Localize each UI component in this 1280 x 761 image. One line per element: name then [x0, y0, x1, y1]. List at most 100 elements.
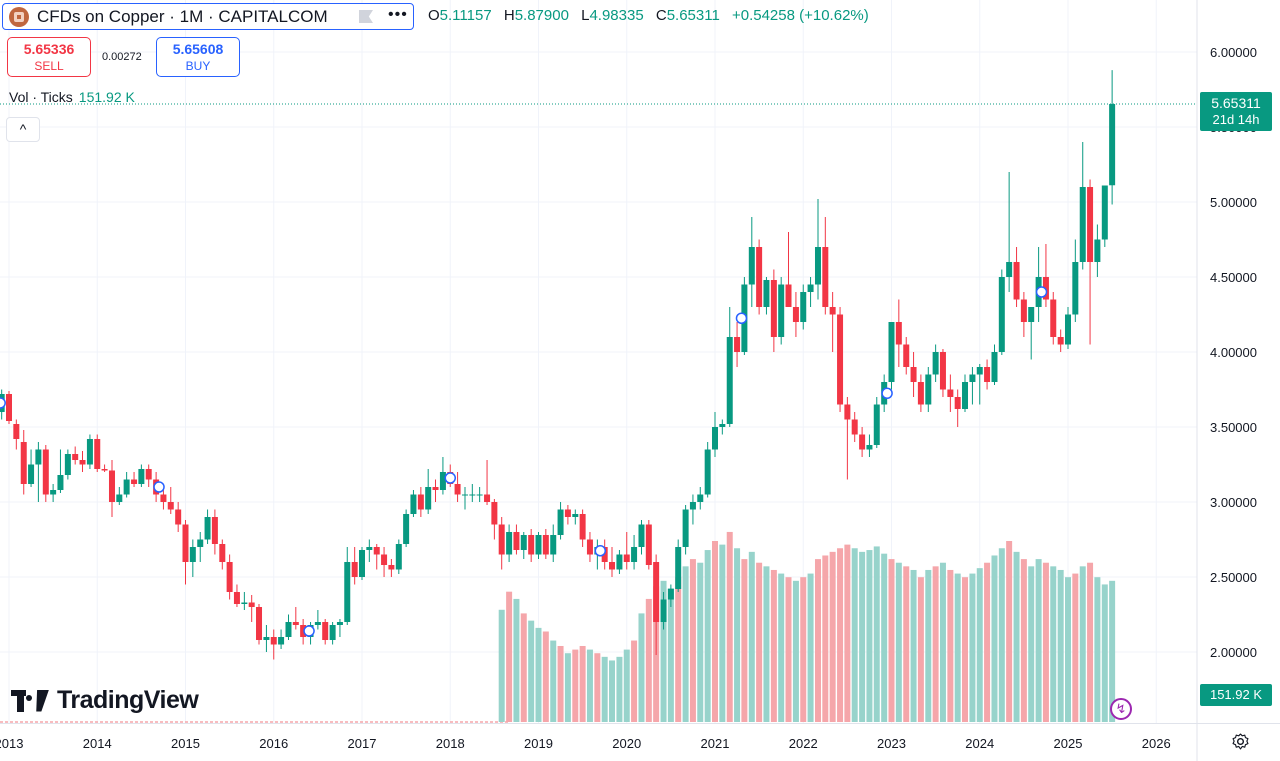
- candle: [432, 479, 439, 502]
- volume-bar: [1028, 566, 1035, 722]
- candle: [998, 269, 1005, 355]
- candle: [138, 464, 145, 487]
- candle: [498, 517, 505, 570]
- candle: [925, 367, 932, 412]
- candle: [550, 524, 557, 562]
- collapse-legend-button[interactable]: ^: [6, 117, 40, 142]
- volume-bar: [741, 559, 748, 722]
- event-marker[interactable]: [881, 387, 893, 399]
- volume-bar: [1094, 577, 1101, 722]
- volume-bar: [660, 580, 667, 722]
- volume-bar: [792, 580, 799, 722]
- buy-button[interactable]: 5.65608 BUY: [156, 37, 240, 77]
- lightning-icon[interactable]: ↯: [1110, 698, 1132, 720]
- volume-bar: [888, 559, 895, 722]
- time-axis[interactable]: 2013 2014 2015 2016 2017 2018 2019 2020 2021 2022…: [0, 723, 1280, 752]
- volume-bar: [697, 562, 704, 722]
- sell-button[interactable]: 5.65336 SELL: [7, 37, 91, 77]
- candle: [903, 337, 910, 375]
- volume-bar: [1101, 584, 1108, 722]
- volume-bar: [991, 555, 998, 722]
- event-marker[interactable]: [303, 625, 315, 637]
- volume-bar: [667, 588, 674, 722]
- volume-bar: [719, 544, 726, 722]
- event-marker[interactable]: [444, 472, 456, 484]
- candle: [984, 359, 991, 390]
- candle: [859, 427, 866, 457]
- candle: [1006, 172, 1013, 292]
- x-tick-label: 2016: [259, 736, 288, 751]
- candle: [226, 554, 233, 600]
- candle: [50, 484, 57, 502]
- candle: [484, 460, 491, 505]
- volume-bar: [800, 577, 807, 722]
- volume-legend-label: Vol · Ticks: [9, 89, 73, 105]
- event-marker[interactable]: [735, 312, 748, 324]
- volume-bar: [623, 649, 630, 722]
- candle: [175, 502, 182, 532]
- candle: [697, 487, 704, 510]
- volume-bar: [689, 559, 696, 722]
- gear-icon[interactable]: [1232, 733, 1249, 750]
- candle: [528, 529, 535, 562]
- candle: [1050, 292, 1057, 345]
- candle: [204, 509, 211, 544]
- volume-bar: [814, 559, 821, 722]
- candle: [682, 505, 689, 555]
- volume-bar: [638, 613, 645, 722]
- volume-bar: [1050, 566, 1057, 722]
- candle: [1020, 292, 1027, 337]
- buy-label: BUY: [185, 59, 211, 73]
- volume-bar: [873, 546, 880, 722]
- event-marker[interactable]: [594, 545, 607, 557]
- tradingview-logo[interactable]: TradingView: [11, 686, 199, 715]
- candle: [609, 547, 616, 577]
- candle: [763, 277, 770, 315]
- candle: [814, 199, 821, 300]
- volume-bar: [535, 627, 542, 722]
- candle: [263, 625, 270, 652]
- event-marker[interactable]: [1035, 286, 1048, 298]
- volume-bar: [932, 566, 939, 722]
- event-marker[interactable]: [153, 481, 165, 493]
- last-price-tag: 5.65311 21d 14h: [1200, 92, 1272, 131]
- candle: [557, 502, 564, 540]
- candle: [491, 499, 498, 540]
- candle: [219, 539, 226, 570]
- volume-bar: [954, 573, 961, 722]
- candle: [947, 374, 954, 412]
- volume-bar: [962, 577, 969, 722]
- volume-bar: [704, 550, 711, 722]
- candle: [270, 629, 277, 660]
- candle: [564, 505, 571, 525]
- candle: [366, 539, 373, 562]
- candle: [792, 292, 799, 337]
- volume-bar: [881, 553, 888, 722]
- volume-bar: [579, 645, 586, 722]
- candle: [888, 322, 895, 390]
- candle: [123, 472, 130, 498]
- candle: [64, 449, 71, 480]
- candle: [520, 532, 527, 559]
- candle: [108, 460, 115, 517]
- candle: [469, 484, 476, 502]
- volume-bar: [837, 548, 844, 722]
- volume-bar: [1109, 580, 1116, 722]
- flag-icon[interactable]: [359, 10, 373, 23]
- volume-bar: [498, 609, 505, 722]
- more-icon[interactable]: •••: [388, 6, 408, 23]
- volume-bar: [844, 544, 851, 722]
- candle: [20, 430, 27, 495]
- symbol-search[interactable]: CFDs on Copper · 1M · CAPITALCOM •••: [2, 3, 414, 30]
- candle: [1079, 142, 1086, 270]
- candle: [873, 397, 880, 448]
- volume-legend[interactable]: Vol · Ticks 151.92 K: [9, 89, 135, 105]
- x-tick-label: 2013: [0, 736, 23, 751]
- volume-bar: [807, 573, 814, 722]
- y-tick-label: 4.50000: [1210, 270, 1257, 285]
- volume-bar: [917, 577, 924, 722]
- x-tick-label: 2019: [524, 736, 553, 751]
- candle: [1065, 307, 1071, 349]
- event-marker[interactable]: [0, 397, 6, 409]
